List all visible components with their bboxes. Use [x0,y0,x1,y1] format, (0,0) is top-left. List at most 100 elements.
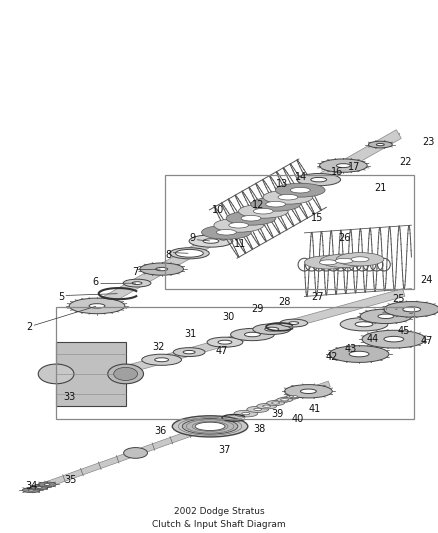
Ellipse shape [241,413,249,415]
Ellipse shape [30,485,48,490]
Ellipse shape [69,298,124,314]
Ellipse shape [264,327,278,331]
Ellipse shape [141,354,181,365]
Ellipse shape [383,336,403,342]
Text: 42: 42 [324,352,337,362]
Text: 39: 39 [271,409,283,418]
Ellipse shape [296,174,340,186]
Ellipse shape [244,332,260,337]
Ellipse shape [290,188,310,193]
Ellipse shape [89,304,105,308]
Text: 26: 26 [337,233,350,243]
Text: 7: 7 [132,266,138,277]
Text: 17: 17 [347,162,360,172]
Ellipse shape [300,389,316,393]
Text: 31: 31 [184,329,196,339]
Ellipse shape [275,183,325,197]
Text: 2002 Dodge Stratus
Clutch & Input Shaft Diagram: 2002 Dodge Stratus Clutch & Input Shaft … [152,507,285,529]
Text: 9: 9 [189,233,195,243]
Ellipse shape [107,364,143,384]
Ellipse shape [124,448,147,458]
Text: 21: 21 [374,183,386,193]
Ellipse shape [350,257,368,262]
Ellipse shape [252,324,290,334]
Text: 38: 38 [253,424,265,433]
Ellipse shape [183,351,194,354]
Ellipse shape [354,322,372,327]
Text: 16: 16 [330,167,343,177]
Text: 15: 15 [311,213,323,223]
Text: 27: 27 [311,293,323,302]
Text: 28: 28 [278,297,290,308]
Ellipse shape [36,487,42,488]
Text: 44: 44 [366,334,378,344]
Ellipse shape [38,482,56,487]
Text: 45: 45 [397,326,409,336]
Ellipse shape [207,337,242,347]
Text: 13: 13 [275,179,287,189]
Text: 22: 22 [399,157,411,167]
Ellipse shape [132,282,141,285]
Text: 47: 47 [420,336,432,346]
Text: 34: 34 [25,481,37,491]
Ellipse shape [375,143,383,146]
Ellipse shape [367,141,392,148]
Ellipse shape [233,410,257,417]
Text: 23: 23 [421,138,434,148]
Ellipse shape [265,201,285,207]
Text: 11: 11 [233,239,245,249]
Ellipse shape [195,422,224,431]
Ellipse shape [140,263,183,275]
Polygon shape [127,289,404,373]
Polygon shape [30,381,329,493]
Text: 14: 14 [295,172,307,182]
Ellipse shape [280,399,288,401]
Ellipse shape [318,260,336,265]
Ellipse shape [336,253,383,266]
Bar [56,342,125,406]
Ellipse shape [173,348,205,357]
Text: 43: 43 [344,344,357,354]
Ellipse shape [253,408,261,410]
Ellipse shape [266,400,284,406]
Text: 25: 25 [392,294,404,304]
Ellipse shape [256,403,276,409]
Ellipse shape [276,398,292,402]
Text: 40: 40 [291,414,303,424]
Ellipse shape [182,418,237,434]
Ellipse shape [44,483,50,486]
Text: 41: 41 [307,403,320,414]
Ellipse shape [113,367,137,381]
Ellipse shape [189,235,232,247]
Ellipse shape [310,177,326,182]
Ellipse shape [155,268,167,271]
Ellipse shape [348,351,368,357]
Ellipse shape [383,302,438,317]
Ellipse shape [289,395,297,398]
Ellipse shape [284,385,332,398]
Ellipse shape [202,239,219,243]
Text: 30: 30 [221,312,233,322]
Text: 29: 29 [251,304,263,314]
Ellipse shape [304,256,351,269]
Ellipse shape [402,307,420,312]
Text: 35: 35 [65,475,77,485]
Ellipse shape [359,309,411,324]
Ellipse shape [277,195,297,200]
Ellipse shape [226,211,275,225]
Ellipse shape [262,190,312,204]
Ellipse shape [253,208,272,214]
Text: 47: 47 [215,346,228,356]
Ellipse shape [240,215,260,221]
Ellipse shape [319,159,366,172]
Ellipse shape [213,219,263,232]
Ellipse shape [336,164,350,167]
Ellipse shape [169,248,209,259]
Text: 36: 36 [154,425,166,435]
Ellipse shape [201,225,251,239]
Polygon shape [88,130,400,314]
Text: 2: 2 [26,322,32,332]
Ellipse shape [288,321,298,325]
Ellipse shape [320,254,367,268]
Ellipse shape [377,314,393,319]
